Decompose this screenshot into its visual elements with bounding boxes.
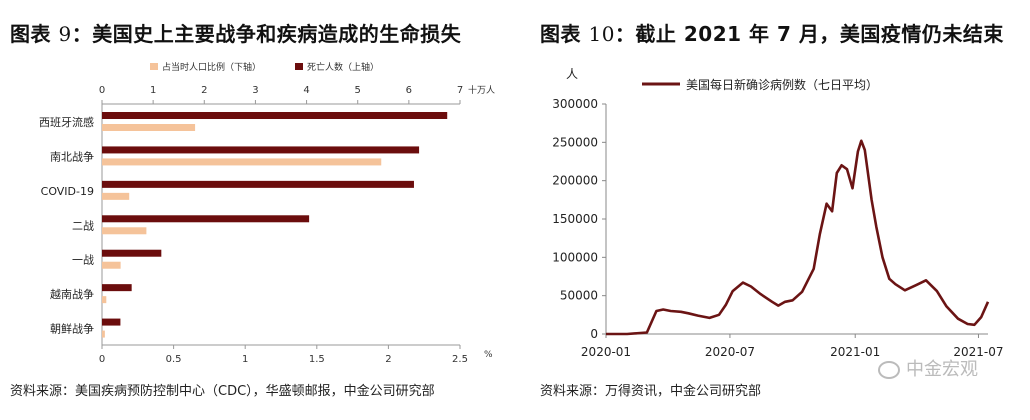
top-axis-tick-label: 7: [457, 85, 463, 96]
category-label: 二战: [72, 219, 94, 232]
category-label: 南北战争: [50, 149, 94, 163]
bar-share: [102, 124, 196, 131]
bar-share: [102, 227, 147, 235]
top-axis-tick-label: 0: [99, 85, 105, 96]
category-label: 越南战争: [50, 287, 94, 301]
right-chart-title: 图表 10：截止 2021 年 7 月，美国疫情仍未结束: [540, 22, 1004, 46]
x-axis-tick-label: 2020-01: [581, 345, 631, 359]
line-chart: 人 0 50000 100000 150000 200000 250000 300000 202…: [552, 67, 1003, 359]
bar-chart: 占当时人口比例（下轴） 死亡人数（上轴） 0 1 2 3 4 5 6 7 十万人 0 0.5 1 1.5 2 2…: [39, 61, 495, 365]
x-axis-tick-label: 2021-01: [830, 345, 880, 359]
top-axis-tick-label: 5: [355, 85, 361, 96]
x-axis-tick-label: 2021-07: [953, 345, 1003, 359]
category-label: COVID-19: [41, 185, 94, 198]
watermark: 中金宏观: [878, 355, 978, 381]
top-axis-tick-label: 4: [303, 85, 309, 96]
top-axis-tick-label: 6: [406, 85, 412, 96]
legend-swatch-deaths: [295, 63, 303, 70]
bar-share: [102, 296, 107, 304]
top-axis-tick-label: 1: [150, 85, 156, 96]
y-axis-tick-label: 300000: [552, 97, 598, 111]
category-label: 西班牙流感: [39, 115, 94, 129]
y-axis-tick-label: 200000: [552, 174, 598, 188]
category-label: 朝鲜战争: [50, 322, 94, 336]
right-chart-source: 资料来源：万得资讯，中金公司研究部: [540, 384, 762, 399]
bar-share: [102, 330, 105, 338]
top-axis-tick-label: 3: [252, 85, 258, 96]
bar-share: [102, 261, 121, 269]
bar-deaths: [102, 146, 420, 154]
top-axis-tick-label: 2: [201, 85, 207, 96]
legend-label-line: 美国每日新确诊病例数（七日平均）: [686, 77, 878, 92]
top-axis: 0 1 2 3 4 5 6 7 十万人: [99, 84, 495, 105]
y-axis-label: 人: [566, 67, 578, 81]
bottom-axis-tick-label: 0: [99, 354, 105, 365]
bar-share: [102, 158, 382, 166]
y-axis-tick-label: 250000: [552, 135, 598, 149]
bar-deaths: [102, 112, 448, 119]
y-axis-tick-label: 50000: [560, 289, 598, 303]
left-panel: 图表 9：美国史上主要战争和疾病造成的生命损失 占当时人口比例（下轴） 死亡人数（…: [10, 22, 495, 399]
left-chart-source: 资料来源：美国疾病预防控制中心（CDC），华盛顿邮报，中金公司研究部: [10, 384, 435, 399]
y-axis-tick-label: 100000: [552, 250, 598, 264]
bar-deaths: [102, 180, 414, 188]
bottom-axis-tick-label: 1: [242, 354, 248, 365]
bar-deaths: [102, 318, 121, 326]
wechat-icon: [878, 361, 900, 379]
legend: 占当时人口比例（下轴） 死亡人数（上轴）: [150, 61, 379, 73]
bar-share: [102, 192, 130, 200]
legend-label-share: 占当时人口比例（下轴）: [162, 61, 261, 73]
x-axis-tick-label: 2020-07: [705, 345, 755, 359]
series-line: [606, 139, 990, 336]
bottom-axis-tick-label: 2.5: [452, 354, 468, 365]
top-axis-unit: 十万人: [468, 84, 495, 96]
bar-deaths: [102, 249, 162, 257]
legend-label-deaths: 死亡人数（上轴）: [307, 61, 379, 73]
bottom-axis-tick-label: 2: [385, 354, 391, 365]
bottom-axis: 0 0.5 1 1.5 2 2.5%: [99, 344, 493, 365]
right-panel: 图表 10：截止 2021 年 7 月，美国疫情仍未结束 人 0 50000 1000…: [530, 0, 1030, 420]
bottom-axis-tick-label: 1.5: [309, 354, 325, 365]
bottom-axis-unit: %: [484, 350, 493, 360]
y-axis-tick-label: 0: [590, 327, 598, 341]
bottom-axis-tick-label: 0.5: [166, 354, 182, 365]
left-chart-title: 图表 9：美国史上主要战争和疾病造成的生命损失: [10, 22, 462, 46]
y-axis-tick-label: 150000: [552, 212, 598, 226]
category-label: 一战: [72, 254, 94, 267]
bar-deaths: [102, 284, 132, 292]
legend-swatch-share: [150, 63, 158, 70]
bar-deaths: [102, 215, 310, 223]
